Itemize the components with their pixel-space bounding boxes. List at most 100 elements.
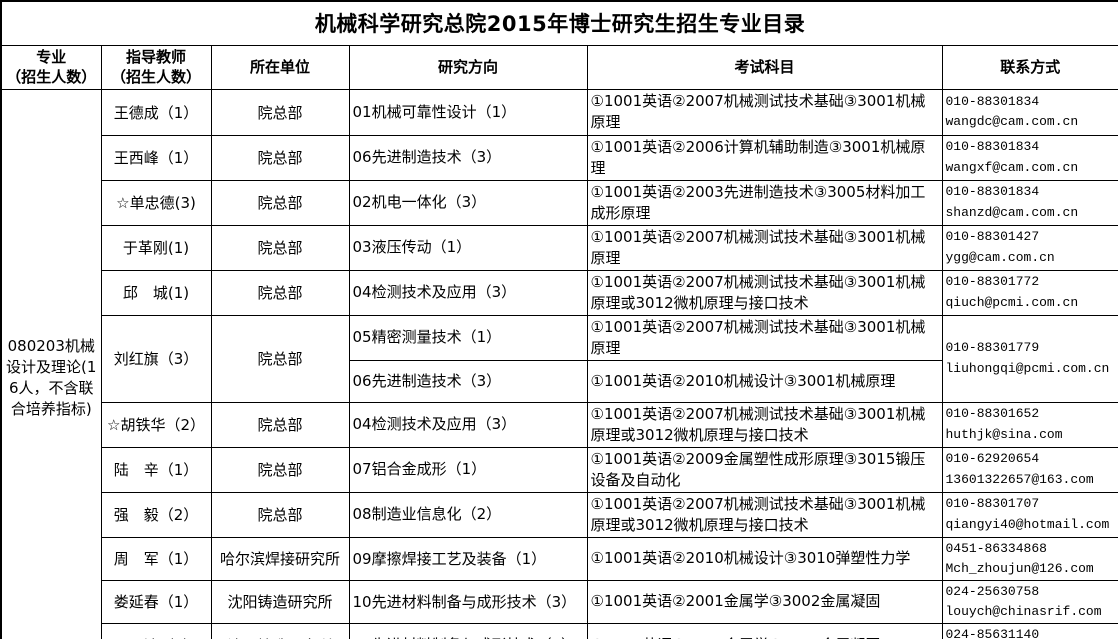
subjects-cell: ①1001英语②2007机械测试技术基础③3001机械原理或3012微机原理与接… xyxy=(586,401,943,448)
contact-cell: 010-62920654 13601322657@163.com xyxy=(941,446,1118,493)
direction-cell: 05精密测量技术（1） xyxy=(348,314,588,361)
teacher-cell: 周 军（1） xyxy=(100,536,212,581)
direction-cell: 03液压传动（1） xyxy=(348,224,588,271)
subjects-cell: ①1001英语②2010机械设计③3001机械原理 xyxy=(586,359,943,403)
unit-cell: 院总部 xyxy=(210,179,350,226)
contact-cell: 010-88301652 huthjk@sina.com xyxy=(941,401,1118,448)
teacher-cell: 刘红旗（3） xyxy=(100,314,212,403)
direction-cell: 10先进材料制备与成形技术（3） xyxy=(348,623,588,639)
direction-cell: 04检测技术及应用（3） xyxy=(348,401,588,448)
col-header-unit: 所在单位 xyxy=(210,44,350,90)
table-row: 王西峰（1） 院总部 06先进制造技术（3） ①1001英语②2006计算机辅助… xyxy=(1,134,1118,181)
contact-phone: 0451-86334868 xyxy=(945,540,1047,556)
teacher-cell: 王德成（1） xyxy=(100,88,212,136)
contact-cell: 010-88301707 qiangyi40@hotmail.com xyxy=(941,491,1118,538)
col-header-direction: 研究方向 xyxy=(348,44,588,90)
teacher-cell: 陆 辛（1） xyxy=(100,446,212,493)
page-title: 机械科学研究总院2015年博士研究生招生专业目录 xyxy=(0,0,1118,46)
contact-email: wangdc@cam.com.cn xyxy=(945,114,1079,129)
table-row: 娄延春（1） 沈阳铸造研究所 10先进材料制备与成形技术（3） ①1001英语②… xyxy=(1,579,1118,625)
subjects-cell: ①1001英语②2001金属学③3002金属凝固 xyxy=(586,579,943,625)
table-row: 06先进制造技术（3） ①1001英语②2010机械设计③3001机械原理 xyxy=(1,359,1118,403)
table-row: 080203机械设计及理论(16人，不含联合培养指标) 王德成（1） 院总部 0… xyxy=(0,88,1118,639)
contact-email: louych@chinasrif.com xyxy=(945,603,1102,619)
subjects-cell: ①1001英语②2007机械测试技术基础③3001机械原理或3012微机原理与接… xyxy=(586,269,943,316)
teacher-cell: 邱 城(1) xyxy=(100,269,212,316)
direction-cell: 04检测技术及应用（3） xyxy=(348,269,588,316)
unit-cell: 院总部 xyxy=(210,401,350,448)
subjects-cell: ①1001英语②2006计算机辅助制造③3001机械原理 xyxy=(586,134,943,181)
teacher-cell: 强 毅（2） xyxy=(100,491,212,538)
table-row: 邱 城(1) 院总部 04检测技术及应用（3） ①1001英语②2007机械测试… xyxy=(1,269,1118,316)
contact-email: shanzd@cam.com.cn xyxy=(945,204,1079,220)
contact-cell: 0451-86334868 Mch_zhoujun@126.com xyxy=(941,536,1118,581)
contact-phone: 024-25630758 xyxy=(945,583,1040,599)
unit-cell: 院总部 xyxy=(210,224,350,271)
contact-email: wangxf@cam.com.cn xyxy=(945,159,1079,175)
subjects-cell: ①1001英语②2007机械测试技术基础③3001机械原理 xyxy=(586,88,943,136)
table-row: ☆胡铁华（2） 院总部 04检测技术及应用（3） ①1001英语②2007机械测… xyxy=(1,401,1118,448)
contact-cell: 024-25630758 louych@chinasrif.com xyxy=(941,579,1118,625)
contact-phone: 010-88301834 xyxy=(945,139,1040,155)
subjects-cell: ①1001英语②2007机械测试技术基础③3001机械原理 xyxy=(586,314,943,361)
unit-cell: 院总部 xyxy=(210,88,350,136)
subjects-cell: ①1001英语②2010机械设计③3010弹塑性力学 xyxy=(586,536,943,581)
subjects-cell: ①1001英语②2009金属塑性成形原理③3015锻压设备及自动化 xyxy=(586,446,943,493)
subjects-cell: ①1001英语②2007机械测试技术基础③3001机械原理或3012微机原理与接… xyxy=(586,491,943,538)
contact-phone: 010-88301652 xyxy=(945,406,1040,422)
unit-cell: 院总部 xyxy=(210,491,350,538)
direction-cell: 01机械可靠性设计（1） xyxy=(348,88,588,136)
direction-cell: 08制造业信息化（2） xyxy=(348,491,588,538)
col-header-subjects: 考试科目 xyxy=(586,44,943,90)
col-header-contact: 联系方式 xyxy=(941,44,1118,90)
unit-cell: 沈阳铸造研究所 xyxy=(210,579,350,625)
contact-phone: 024-85631140 xyxy=(945,627,1040,639)
unit-cell: 沈阳铸造研究所 xyxy=(210,623,350,639)
subjects-cell: ①1001英语②2007机械测试技术基础③3001机械原理 xyxy=(586,224,943,271)
subjects-cell: ①1001英语②2003先进制造技术③3005材料加工成形原理 xyxy=(586,179,943,226)
direction-cell: 02机电一体化（3） xyxy=(348,179,588,226)
contact-phone: 010-62920654 xyxy=(945,451,1040,467)
major-cell: 080203机械设计及理论(16人，不含联合培养指标) xyxy=(0,88,102,639)
contact-cell: 010-88301772 qiuch@pcmi.com.cn xyxy=(941,269,1118,316)
contact-phone: 010-88301427 xyxy=(945,229,1040,245)
direction-cell: 06先进制造技术（3） xyxy=(348,359,588,403)
unit-cell: 院总部 xyxy=(210,269,350,316)
contact-phone: 010-88301707 xyxy=(945,496,1040,512)
teacher-cell: 于革刚(1) xyxy=(100,224,212,271)
direction-cell: 07铝合金成形（1） xyxy=(348,446,588,493)
contact-cell: 024-85631140 yub@Chinasrif.com xyxy=(941,623,1118,639)
teacher-cell: 于 波（1） xyxy=(100,623,212,639)
table-row: 刘红旗（3） 院总部 05精密测量技术（1） ①1001英语②2007机械测试技… xyxy=(1,314,1118,403)
contact-email: qiangyi40@hotmail.com xyxy=(945,516,1110,532)
contact-cell: 010-88301834 shanzd@cam.com.cn xyxy=(941,179,1118,226)
contact-phone: 010-88301834 xyxy=(945,184,1040,200)
contact-email: qiuch@pcmi.com.cn xyxy=(945,294,1079,310)
table-row: 于革刚(1) 院总部 03液压传动（1） ①1001英语②2007机械测试技术基… xyxy=(1,224,1118,271)
table-row: 周 军（1） 哈尔滨焊接研究所 09摩擦焊接工艺及装备（1） ①1001英语②2… xyxy=(1,536,1118,581)
subjects-cell: ①1001英语②2001金属学③3002金属凝固 xyxy=(586,623,943,639)
col-header-teacher: 指导教师 （招生人数） xyxy=(100,44,212,90)
contact-phone: 010-88301779 xyxy=(945,340,1040,356)
contact-cell: 010-88301834 wangdc@cam.com.cn xyxy=(941,88,1118,136)
unit-cell: 哈尔滨焊接研究所 xyxy=(210,536,350,581)
direction-cell: 06先进制造技术（3） xyxy=(348,134,588,181)
contact-email: ygg@cam.com.cn xyxy=(945,249,1055,265)
contact-phone: 010-88301772 xyxy=(945,274,1040,290)
unit-cell: 院总部 xyxy=(210,446,350,493)
unit-cell: 院总部 xyxy=(210,134,350,181)
contact-email: huthjk@sina.com xyxy=(945,426,1063,442)
table-row: ☆单忠德(3) 院总部 02机电一体化（3） ①1001英语②2003先进制造技… xyxy=(1,179,1118,226)
contact-phone: 010-88301834 xyxy=(945,93,1040,109)
contact-email: liuhongqi@pcmi.com.cn xyxy=(945,360,1110,376)
teacher-cell: 娄延春（1） xyxy=(100,579,212,625)
direction-cell: 10先进材料制备与成形技术（3） xyxy=(348,579,588,625)
direction-cell: 09摩擦焊接工艺及装备（1） xyxy=(348,536,588,581)
contact-email: 13601322657@163.com xyxy=(945,471,1094,487)
teacher-cell: ☆单忠德(3) xyxy=(100,179,212,226)
contact-cell: 010-88301834 wangxf@cam.com.cn xyxy=(941,134,1118,181)
unit-cell: 院总部 xyxy=(210,314,350,403)
contact-email: Mch_zhoujun@126.com xyxy=(945,560,1094,576)
contact-cell: 010-88301779 liuhongqi@pcmi.com.cn xyxy=(941,314,1118,403)
teacher-cell: ☆胡铁华（2） xyxy=(100,401,212,448)
